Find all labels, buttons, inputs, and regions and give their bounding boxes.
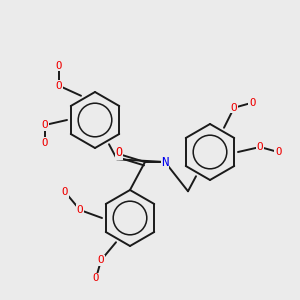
Text: O: O	[116, 146, 123, 160]
Text: O: O	[42, 138, 48, 148]
Text: O: O	[249, 98, 255, 108]
Text: O: O	[231, 103, 237, 113]
Text: O: O	[256, 142, 263, 152]
Text: O: O	[56, 81, 62, 91]
Text: O: O	[98, 255, 104, 265]
Text: O: O	[42, 120, 48, 130]
Text: O: O	[275, 147, 281, 157]
Text: N: N	[161, 155, 169, 169]
Text: O: O	[76, 205, 83, 215]
Text: O: O	[56, 61, 62, 71]
Text: O: O	[62, 187, 68, 197]
Text: O: O	[93, 273, 99, 283]
